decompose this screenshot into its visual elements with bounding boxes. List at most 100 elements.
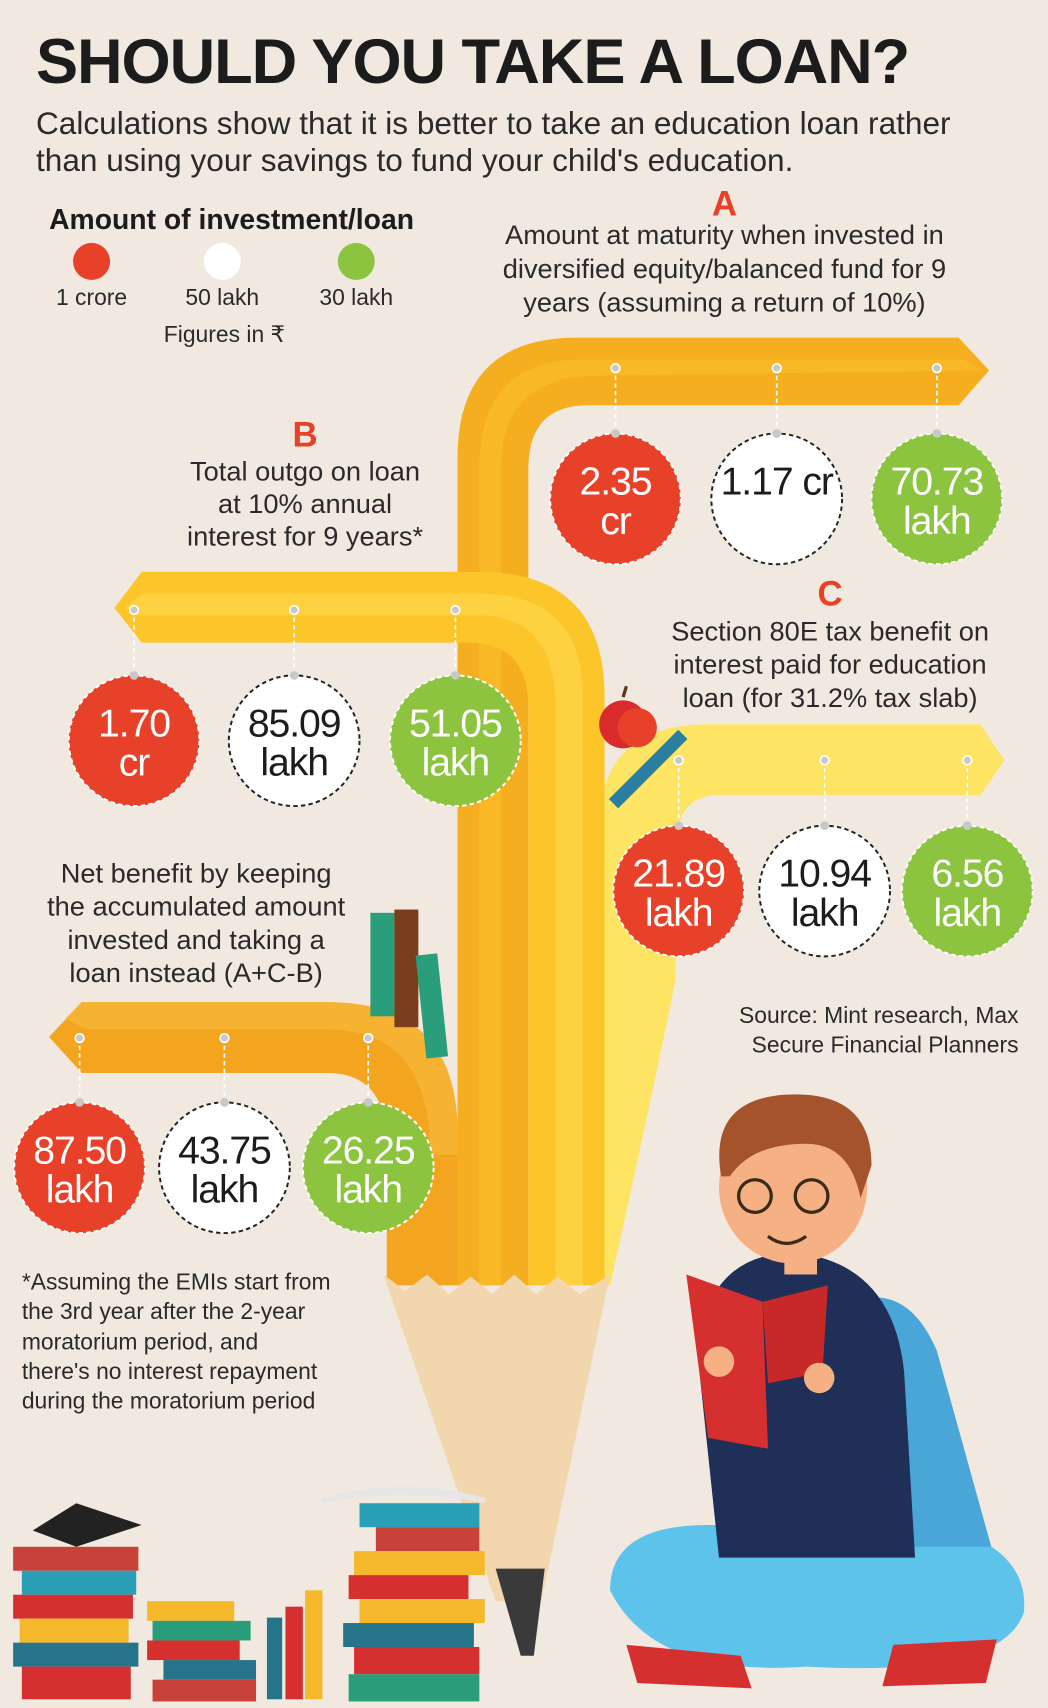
page-title: SHOULD YOU TAKE A LOAN? (36, 27, 909, 97)
pin-icon (932, 429, 942, 438)
pin-icon (219, 1032, 230, 1044)
value-unit: lakh (191, 1169, 259, 1212)
legend-note: Figures in ₹ (164, 321, 285, 347)
footnote-line-3: moratorium period, and (22, 1329, 258, 1355)
value-number: 21.89 (632, 853, 725, 896)
legend-title: Amount of investment/loan (49, 204, 414, 236)
footnote-line-1: *Assuming the EMIs start from (22, 1269, 331, 1295)
pin-icon (128, 604, 140, 616)
pin-icon (673, 755, 684, 766)
pin-icon (450, 604, 461, 616)
legend-swatch-red (73, 242, 111, 280)
pin-icon (74, 1032, 85, 1044)
value-circle-a-white: 1.17 cr (710, 363, 844, 566)
footnote: *Assuming the EMIs start from the 3rd ye… (22, 1269, 331, 1414)
footnote-line-4: there's no interest repayment (22, 1358, 318, 1384)
subtitle-line-1: Calculations show that it is better to t… (36, 105, 951, 141)
pin-icon (820, 821, 829, 831)
section-description-line: Net benefit by keeping (61, 857, 332, 888)
value-number: 43.75 (178, 1129, 271, 1172)
legend-swatch-white (203, 242, 241, 280)
subtitle-line-2: than using your savings to fund your chi… (36, 142, 793, 178)
pin-icon (610, 363, 621, 374)
legend-label-1-crore: 1 crore (56, 284, 127, 310)
pin-icon (363, 1098, 373, 1107)
legend: Amount of investment/loan 1 crore 50 lak… (49, 204, 414, 347)
value-number: 87.50 (33, 1129, 126, 1172)
value-number: 10.94 (778, 853, 871, 896)
section-description-line: loan instead (A+C-B) (69, 957, 322, 988)
value-unit: lakh (791, 892, 859, 935)
legend-label-30-lakh: 30 lakh (319, 284, 393, 310)
pin-icon (220, 1098, 229, 1107)
value-number: 70.73 (891, 461, 984, 504)
pin-icon (363, 1032, 374, 1044)
value-unit: lakh (422, 742, 490, 785)
pin-icon (288, 604, 300, 616)
value-unit: lakh (334, 1169, 402, 1212)
pin-icon (771, 363, 782, 374)
source-line-1: Source: Mint research, Max (739, 1002, 1019, 1028)
legend-label-50-lakh: 50 lakh (185, 284, 259, 310)
source-line-2: Secure Financial Planners (752, 1031, 1019, 1057)
value-unit: cr (119, 742, 151, 785)
value-number: 85.09 (248, 702, 341, 745)
student-reading-illustration (610, 1094, 1025, 1689)
value-number: 2.35 (580, 461, 652, 504)
pin-icon (451, 671, 460, 680)
value-number: 1.17 cr (721, 461, 834, 504)
pin-icon (931, 363, 943, 374)
section-description-line: at 10% annual (218, 488, 392, 519)
value-unit: lakh (934, 892, 1002, 935)
value-number: 6.56 (931, 853, 1003, 896)
pin-icon (289, 671, 299, 680)
pin-icon (674, 821, 684, 831)
pin-icon (129, 671, 139, 680)
apple-icon (599, 685, 688, 809)
books-icon (370, 909, 449, 1059)
section-description-line: Section 80E tax benefit on (671, 616, 989, 647)
pin-icon (962, 821, 972, 831)
pin-icon (772, 429, 782, 438)
legend-swatch-green (337, 242, 375, 280)
value-number: 1.70 (98, 702, 170, 745)
footnote-line-5: during the moratorium period (22, 1387, 316, 1413)
pin-icon (75, 1098, 84, 1107)
section-description-line: invested and taking a (68, 924, 326, 955)
section-letter: C (818, 575, 843, 614)
section-description-line: interest paid for education (673, 649, 986, 680)
value-unit: lakh (645, 892, 713, 935)
section-description-line: Total outgo on loan (190, 455, 420, 486)
value-unit: lakh (903, 500, 971, 543)
section-description-line: loan (for 31.2% tax slab) (683, 682, 978, 713)
section-description-line: the accumulated amount (47, 891, 346, 922)
value-number: 26.25 (322, 1129, 415, 1172)
book-stacks-illustration (13, 1486, 485, 1702)
section-description-line: diversified equity/balanced fund for 9 (503, 253, 946, 284)
value-unit: lakh (260, 742, 328, 785)
value-unit: cr (600, 500, 632, 543)
section-letter: B (292, 416, 317, 455)
section-description-line: Amount at maturity when invested in (505, 219, 944, 250)
pin-icon (611, 429, 620, 438)
section-letter: A (712, 185, 737, 224)
